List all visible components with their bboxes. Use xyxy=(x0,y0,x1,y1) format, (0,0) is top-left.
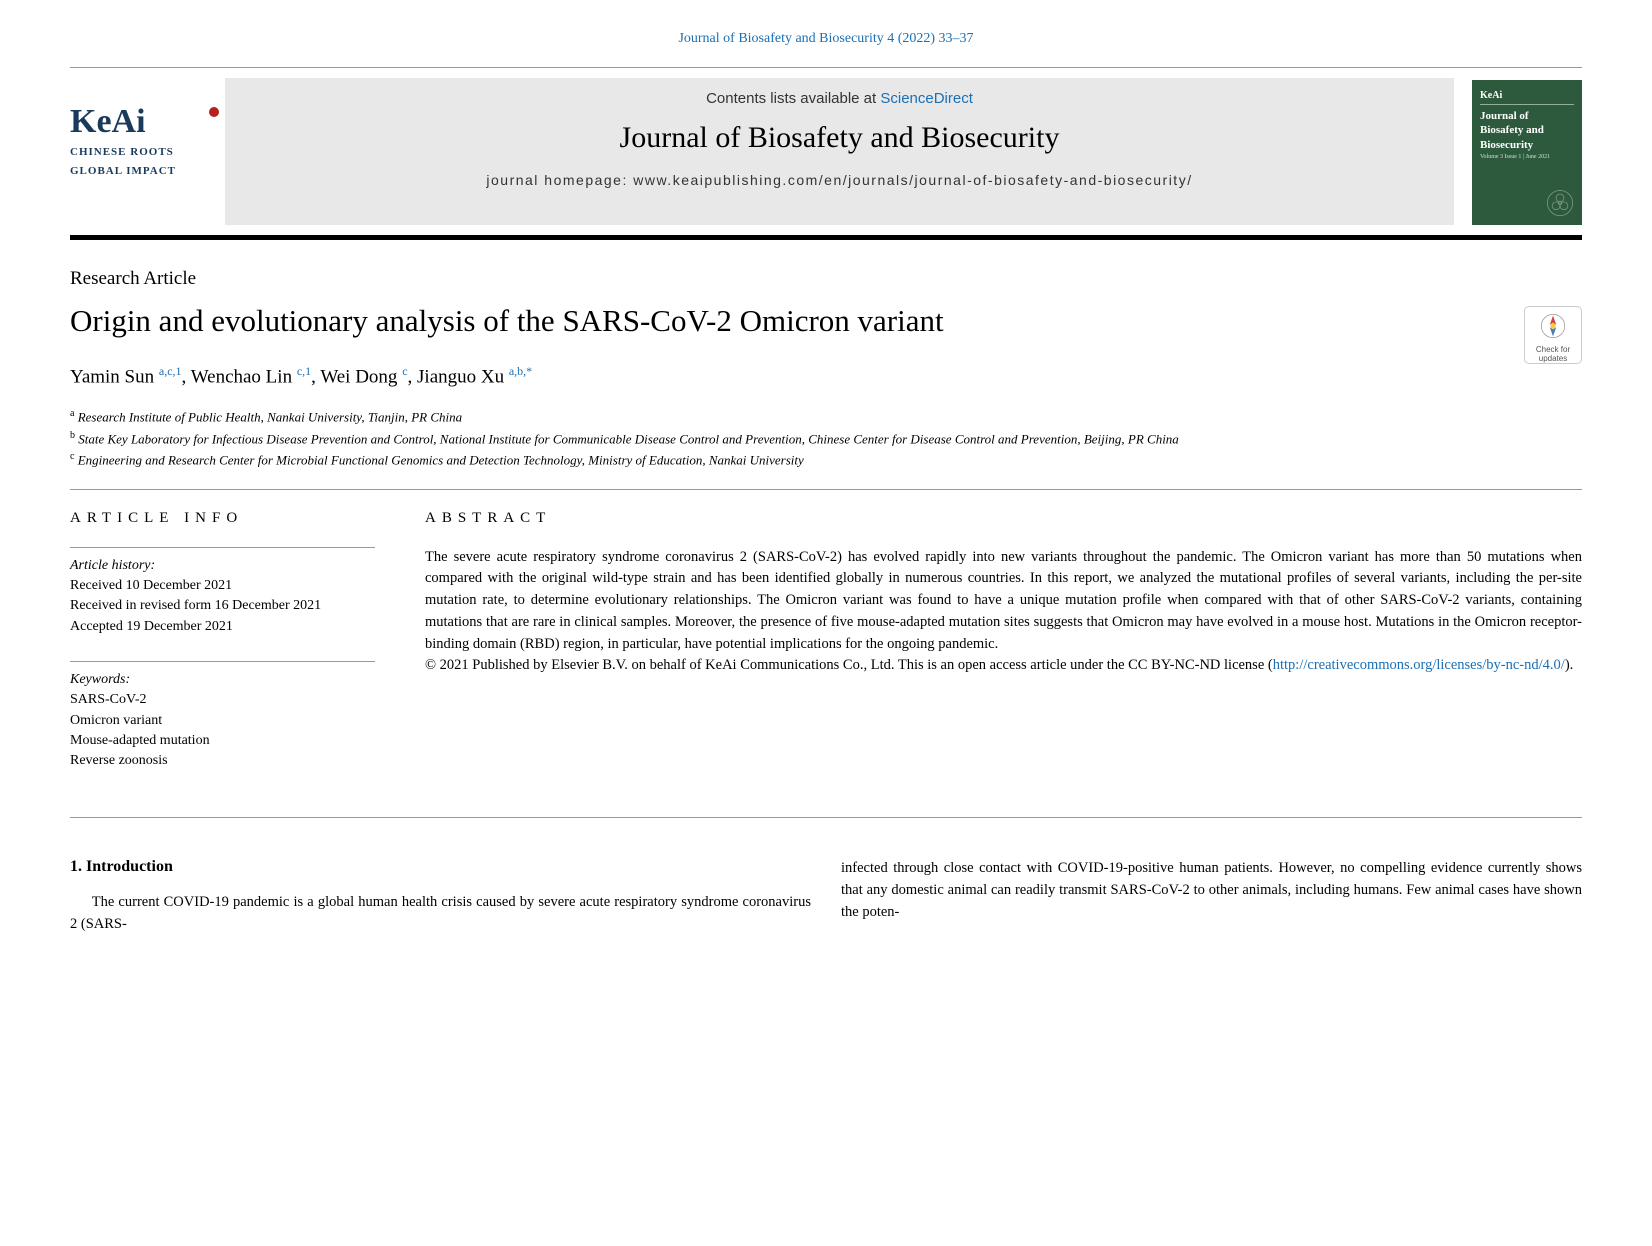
keywords-block: Keywords: SARS-CoV-2 Omicron variant Mou… xyxy=(70,661,375,771)
history-block: Article history: Received 10 December 20… xyxy=(70,547,375,637)
copyright-end: ). xyxy=(1565,657,1573,673)
author-3: Wei Dong xyxy=(320,366,397,387)
article-info-heading: ARTICLE INFO xyxy=(70,510,375,527)
divider-mid xyxy=(70,489,1582,490)
history-label: Article history: xyxy=(70,556,375,576)
author-4: Jianguo Xu xyxy=(417,366,504,387)
cover-title: Journal of Biosafety and Biosecurity xyxy=(1480,109,1574,152)
sciencedirect-link[interactable]: ScienceDirect xyxy=(880,90,973,107)
abstract-heading: ABSTRACT xyxy=(425,510,1582,527)
revised-date: Received in revised form 16 December 202… xyxy=(70,596,375,616)
affil-a: Research Institute of Public Health, Nan… xyxy=(78,410,462,425)
journal-cover-thumb: KeAi Journal of Biosafety and Biosecurit… xyxy=(1472,80,1582,225)
divider-top xyxy=(70,67,1582,68)
author-1-affil[interactable]: a,c,1 xyxy=(159,364,182,378)
accepted-date: Accepted 19 December 2021 xyxy=(70,617,375,637)
author-2-affil[interactable]: c,1 xyxy=(297,364,311,378)
journal-title: Journal of Biosafety and Biosecurity xyxy=(235,121,1444,155)
check-updates-label: Check for updates xyxy=(1525,346,1581,364)
authors-line: Yamin Sun a,c,1, Wenchao Lin c,1, Wei Do… xyxy=(70,364,1582,388)
article-type: Research Article xyxy=(70,268,1582,290)
author-3-affil[interactable]: c xyxy=(402,364,407,378)
citation-link[interactable]: Journal of Biosafety and Biosecurity 4 (… xyxy=(678,31,973,46)
check-updates-button[interactable]: Check for updates xyxy=(1524,306,1582,364)
copyright-text: © 2021 Published by Elsevier B.V. on beh… xyxy=(425,657,1273,673)
tagline-1: CHINESE ROOTS xyxy=(70,145,215,160)
biohazard-icon xyxy=(1546,189,1574,217)
author-2: Wenchao Lin xyxy=(191,366,292,387)
affil-c: Engineering and Research Center for Micr… xyxy=(78,453,804,468)
journal-banner: KeAi CHINESE ROOTS GLOBAL IMPACT Content… xyxy=(70,78,1582,225)
keyword-1: SARS-CoV-2 xyxy=(70,690,375,710)
info-abstract-row: ARTICLE INFO Article history: Received 1… xyxy=(70,510,1582,818)
received-date: Received 10 December 2021 xyxy=(70,576,375,596)
divider-thick xyxy=(70,235,1582,240)
article-title: Origin and evolutionary analysis of the … xyxy=(70,302,944,339)
keyword-4: Reverse zoonosis xyxy=(70,751,375,771)
intro-heading: 1. Introduction xyxy=(70,858,811,876)
cover-volume: Volume 3 Issue 1 | June 2021 xyxy=(1480,154,1574,160)
intro-paragraph-1: The current COVID-19 pandemic is a globa… xyxy=(70,892,811,936)
affil-b: State Key Laboratory for Infectious Dise… xyxy=(78,431,1179,446)
license-link[interactable]: http://creativecommons.org/licenses/by-n… xyxy=(1273,657,1565,673)
keai-dot-icon xyxy=(209,107,219,117)
banner-center: Contents lists available at ScienceDirec… xyxy=(225,78,1454,225)
intro-paragraph-2: infected through close contact with COVI… xyxy=(841,858,1582,923)
keyword-3: Mouse-adapted mutation xyxy=(70,731,375,751)
body-columns: 1. Introduction The current COVID-19 pan… xyxy=(70,858,1582,936)
affiliations: a Research Institute of Public Health, N… xyxy=(70,406,1582,470)
homepage-line: journal homepage: www.keaipublishing.com… xyxy=(235,171,1444,191)
abstract-body: The severe acute respiratory syndrome co… xyxy=(425,549,1582,652)
keywords-label: Keywords: xyxy=(70,670,375,690)
abstract-col: ABSTRACT The severe acute respiratory sy… xyxy=(425,510,1582,796)
divider-bottom xyxy=(70,817,1582,818)
contents-line: Contents lists available at ScienceDirec… xyxy=(235,90,1444,107)
publisher-logo: KeAi CHINESE ROOTS GLOBAL IMPACT xyxy=(70,78,225,225)
crossmark-icon xyxy=(1540,313,1566,339)
keyword-2: Omicron variant xyxy=(70,711,375,731)
author-4-affil[interactable]: a,b,* xyxy=(509,364,532,378)
cover-keai: KeAi xyxy=(1480,90,1574,105)
abstract-text: The severe acute respiratory syndrome co… xyxy=(425,547,1582,678)
header-citation: Journal of Biosafety and Biosecurity 4 (… xyxy=(70,30,1582,47)
author-1: Yamin Sun xyxy=(70,366,154,387)
keai-logo-text: KeAi xyxy=(70,103,215,141)
article-header: Research Article Origin and evolutionary… xyxy=(70,268,1582,936)
article-info-col: ARTICLE INFO Article history: Received 1… xyxy=(70,510,375,796)
tagline-2: GLOBAL IMPACT xyxy=(70,164,215,179)
